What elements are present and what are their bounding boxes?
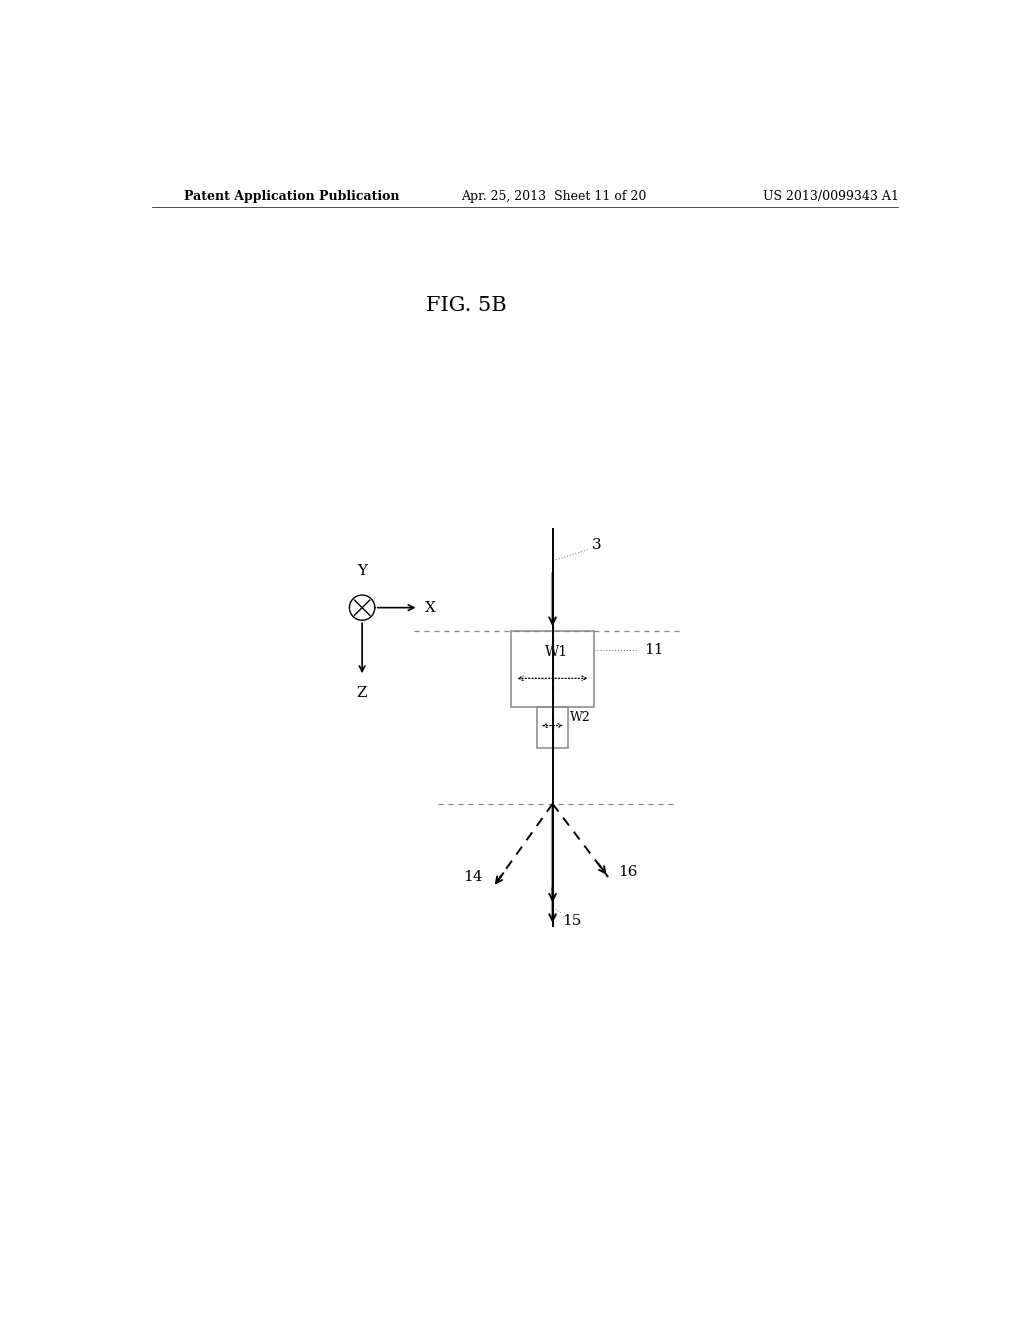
Text: X: X <box>425 601 435 615</box>
Bar <box>511 631 594 708</box>
Text: W1: W1 <box>545 645 568 660</box>
Text: FIG. 5B: FIG. 5B <box>426 296 506 315</box>
Text: 3: 3 <box>592 537 602 552</box>
Text: Z: Z <box>356 686 368 701</box>
Bar <box>537 708 568 748</box>
Text: US 2013/0099343 A1: US 2013/0099343 A1 <box>763 190 899 202</box>
Text: Y: Y <box>357 564 368 578</box>
Text: 16: 16 <box>617 865 637 879</box>
Text: Patent Application Publication: Patent Application Publication <box>183 190 399 202</box>
Text: W2: W2 <box>570 711 591 723</box>
Text: 11: 11 <box>644 643 664 657</box>
Text: Apr. 25, 2013  Sheet 11 of 20: Apr. 25, 2013 Sheet 11 of 20 <box>461 190 647 202</box>
Text: 15: 15 <box>562 913 582 928</box>
Text: 14: 14 <box>463 870 482 884</box>
